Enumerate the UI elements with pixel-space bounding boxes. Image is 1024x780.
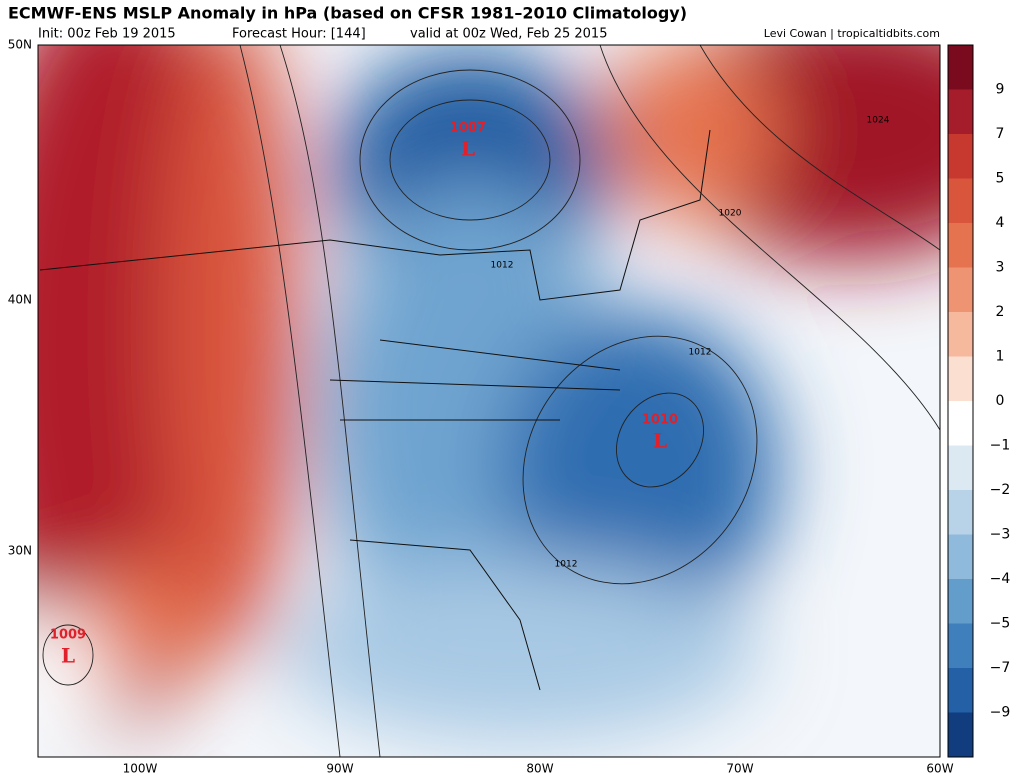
- lon-label: 100W: [123, 762, 158, 776]
- colorbar-frame: [947, 44, 974, 758]
- init: Init: 00z Feb 19 2015: [38, 27, 176, 42]
- title: ECMWF-ENS MSLP Anomaly in hPa (based on …: [8, 4, 687, 23]
- colorbar-swatch: [948, 89, 973, 135]
- colorbar-label: 1: [996, 349, 1005, 365]
- colorbar-label: −3: [990, 527, 1011, 543]
- contour-label: 1012: [555, 560, 578, 570]
- lon-label: 80W: [526, 762, 553, 776]
- lat-label: 30N: [8, 544, 32, 558]
- contour-label: 1024: [867, 116, 890, 126]
- lon-label: 70W: [726, 762, 753, 776]
- colorbar-swatch: [948, 623, 973, 669]
- low-pressure: 1010: [642, 413, 678, 428]
- colorbar-swatch: [948, 668, 973, 713]
- lat-label: 50N: [8, 38, 32, 52]
- colorbar-label: 5: [996, 171, 1005, 187]
- valid: valid at 00z Wed, Feb 25 2015: [410, 27, 607, 42]
- lon-label: 60W: [926, 762, 953, 776]
- colorbar-swatch: [948, 178, 973, 224]
- contour-label: 1012: [689, 348, 712, 358]
- colorbar-label: −5: [990, 616, 1011, 632]
- colorbar-swatch: [948, 45, 973, 90]
- colorbar-swatch: [948, 534, 973, 580]
- colorbar-label: −9: [990, 705, 1011, 721]
- lat-label: 40N: [8, 293, 32, 307]
- colorbar-swatch: [948, 267, 973, 313]
- low-symbol: L: [653, 429, 667, 453]
- map-frame: [37, 44, 941, 758]
- contour-label: 1012: [491, 261, 514, 271]
- colorbar-swatch: [948, 712, 973, 758]
- colorbar-swatch: [948, 312, 973, 357]
- colorbar-label: 9: [996, 82, 1005, 98]
- colorbar-label: −2: [990, 482, 1011, 498]
- colorbar-swatch: [948, 134, 973, 179]
- colorbar-swatch: [948, 401, 973, 446]
- colorbar-swatch: [948, 490, 973, 535]
- low-symbol: L: [61, 644, 75, 668]
- contour-label: 1020: [719, 209, 742, 219]
- colorbar-label: 4: [996, 215, 1005, 231]
- colorbar-label: 0: [996, 393, 1005, 409]
- low-pressure: 1009: [50, 628, 86, 643]
- colorbar-label: −1: [990, 438, 1011, 454]
- low-pressure: 1007: [450, 121, 486, 136]
- credit: Levi Cowan | tropicaltidbits.com: [764, 27, 940, 40]
- forecast-hour: Forecast Hour: [144]: [232, 27, 366, 42]
- colorbar-label: 7: [996, 126, 1005, 142]
- colorbar-swatch: [948, 579, 973, 624]
- colorbar-swatch: [948, 356, 973, 402]
- low-symbol: L: [461, 137, 475, 161]
- colorbar-label: 3: [996, 260, 1005, 276]
- lon-label: 90W: [326, 762, 353, 776]
- map: [38, 45, 940, 757]
- colorbar-label: −4: [990, 571, 1011, 587]
- colorbar-swatch: [948, 223, 973, 268]
- colorbar-label: 2: [996, 304, 1005, 320]
- colorbar-label: −7: [990, 660, 1011, 676]
- colorbar-swatch: [948, 445, 973, 491]
